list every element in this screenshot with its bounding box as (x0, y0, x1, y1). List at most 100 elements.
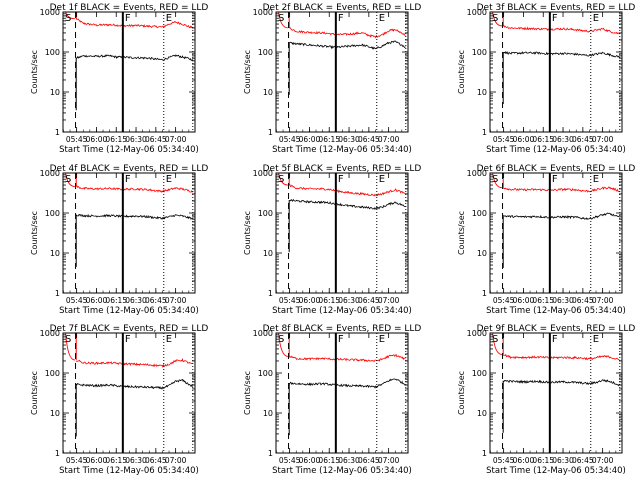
lld-rate-line (503, 186, 620, 193)
x-tick-label: 06:15 (532, 296, 554, 305)
y-axis-label: Counts/sec (243, 50, 252, 94)
x-tick-label: 07:00 (592, 456, 614, 465)
plot-frame (62, 11, 196, 133)
x-tick-label: 06:30 (338, 296, 360, 305)
y-axis-label: Counts/sec (30, 371, 39, 415)
event-rate-line (288, 378, 406, 389)
time-marker-label: S (492, 334, 498, 345)
x-tick-label: 06:00 (513, 135, 535, 144)
x-tick-label: 07:00 (592, 296, 614, 305)
x-tick-label: 06:15 (105, 456, 127, 465)
x-tick-label: 07:00 (165, 456, 187, 465)
x-tick-label: 06:00 (513, 456, 535, 465)
event-rate-line (289, 198, 406, 211)
x-axis-label: Start Time (12-May-06 05:34:40) (486, 306, 626, 316)
panel-title: Det 7f BLACK = Events, RED = LLD (50, 324, 209, 334)
x-axis-label: Start Time (12-May-06 05:34:40) (272, 306, 412, 316)
x-tick-label: 06:00 (513, 296, 535, 305)
y-axis-label: Counts/sec (457, 371, 466, 415)
x-tick-label: 06:45 (358, 296, 380, 305)
x-tick-label: 06:00 (86, 135, 108, 144)
time-marker-label: F (552, 13, 558, 24)
y-tick-label: 1 (268, 289, 273, 298)
x-tick-label: 06:00 (299, 456, 321, 465)
lld-rate-line (288, 353, 406, 362)
y-tick-label: 100 (258, 48, 273, 57)
x-axis-label: Start Time (12-May-06 05:34:40) (59, 306, 199, 316)
event-rate-line (503, 378, 620, 387)
x-tick-label: 05:45 (279, 296, 301, 305)
x-tick-label: 06:15 (532, 456, 554, 465)
x-tick-label: 06:30 (338, 135, 360, 144)
x-tick-label: 05:45 (66, 456, 88, 465)
y-tick-label: 10 (50, 249, 60, 258)
x-axis-label: Start Time (12-May-06 05:34:40) (59, 145, 199, 155)
y-axis-label: Counts/sec (457, 211, 466, 255)
x-tick-label: 06:30 (552, 135, 574, 144)
y-axis-label: Counts/sec (457, 50, 466, 94)
x-axis-label: Start Time (12-May-06 05:34:40) (59, 466, 199, 476)
lld-decay-curve (492, 173, 502, 189)
x-tick-label: 06:45 (145, 456, 167, 465)
lld-decay-curve (278, 12, 288, 29)
y-tick-label: 10 (50, 409, 60, 418)
time-marker-label: F (338, 174, 344, 185)
event-rate-line (289, 40, 406, 50)
x-tick-label: 06:30 (125, 456, 147, 465)
x-tick-label: 05:45 (279, 135, 301, 144)
x-tick-label: 07:00 (165, 296, 187, 305)
lld-rate-line (502, 353, 620, 361)
y-tick-label: 10 (477, 88, 487, 97)
x-tick-label: 05:45 (279, 456, 301, 465)
plot-frame (275, 11, 409, 133)
time-marker-label: E (379, 174, 385, 185)
y-tick-label: 1 (55, 289, 60, 298)
lld-decay-curve (492, 333, 502, 355)
y-tick-label: 1 (55, 128, 60, 137)
x-tick-label: 06:45 (358, 135, 380, 144)
time-marker-label: S (278, 174, 284, 185)
x-axis-label: Start Time (12-May-06 05:34:40) (486, 145, 626, 155)
time-marker-label: E (379, 334, 385, 345)
x-tick-label: 06:45 (145, 296, 167, 305)
lld-decay-curve (65, 333, 75, 361)
y-tick-label: 1000 (467, 8, 487, 17)
plot-frame (62, 332, 196, 454)
time-marker-label: S (492, 174, 498, 185)
y-tick-label: 1 (268, 128, 273, 137)
event-rate-line (503, 212, 620, 221)
x-axis-label: Start Time (12-May-06 05:34:40) (486, 466, 626, 476)
y-tick-label: 1000 (40, 329, 60, 338)
lld-rate-line (288, 26, 406, 39)
panel-title: Det 5f BLACK = Events, RED = LLD (263, 164, 422, 174)
x-tick-label: 06:15 (318, 135, 340, 144)
y-tick-label: 100 (472, 48, 487, 57)
x-tick-label: 05:45 (66, 135, 88, 144)
y-tick-label: 1000 (467, 169, 487, 178)
time-marker-label: E (166, 174, 172, 185)
time-marker-label: F (552, 334, 558, 345)
panel-title: Det 1f BLACK = Events, RED = LLD (50, 3, 209, 13)
event-rate-line (75, 213, 193, 221)
panel-title: Det 3f BLACK = Events, RED = LLD (477, 3, 636, 13)
x-tick-label: 06:00 (299, 296, 321, 305)
plot-frame (489, 332, 623, 454)
x-tick-label: 06:45 (572, 296, 594, 305)
time-marker-label: F (552, 174, 558, 185)
event-rate-line (75, 54, 193, 61)
lld-decay-curve (278, 333, 288, 357)
y-tick-label: 100 (45, 48, 60, 57)
x-tick-label: 06:45 (572, 456, 594, 465)
panel-title: Det 2f BLACK = Events, RED = LLD (263, 3, 422, 13)
x-tick-label: 07:00 (378, 135, 400, 144)
x-tick-label: 05:45 (66, 296, 88, 305)
x-tick-label: 06:15 (105, 135, 127, 144)
x-tick-label: 05:45 (493, 135, 515, 144)
event-rate-line (75, 378, 193, 390)
y-tick-label: 1 (482, 128, 487, 137)
time-marker-label: F (125, 13, 131, 24)
y-tick-label: 100 (258, 209, 273, 218)
